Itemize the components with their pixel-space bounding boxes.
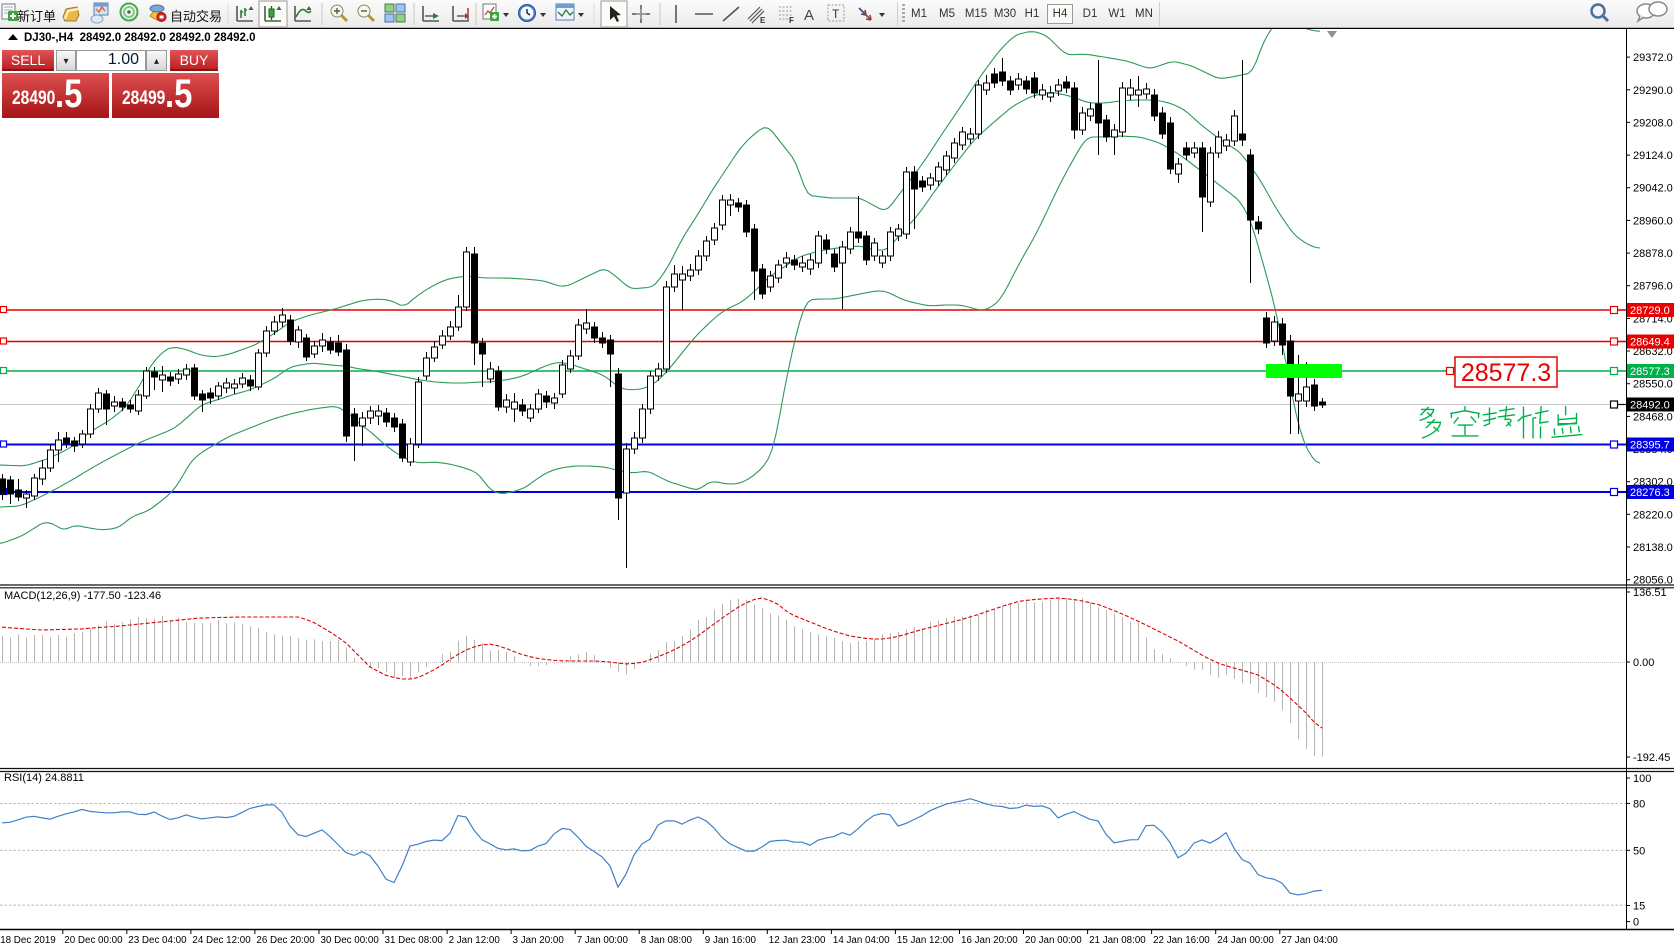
svg-text:29042.0: 29042.0 (1633, 183, 1673, 195)
svg-text:28729.0: 28729.0 (1630, 305, 1670, 317)
svg-text:28960.0: 28960.0 (1633, 215, 1673, 227)
svg-text:28577.3: 28577.3 (1461, 359, 1551, 387)
svg-text:28577.3: 28577.3 (1630, 366, 1670, 378)
svg-text:-192.45: -192.45 (1633, 752, 1670, 764)
svg-text:0.00: 0.00 (1633, 657, 1654, 669)
svg-text:7 Jan 00:00: 7 Jan 00:00 (577, 935, 629, 946)
svg-text:28056.0: 28056.0 (1633, 575, 1673, 587)
svg-text:2 Jan 12:00: 2 Jan 12:00 (449, 935, 501, 946)
svg-text:20 Jan 00:00: 20 Jan 00:00 (1025, 935, 1082, 946)
svg-text:28276.3: 28276.3 (1630, 487, 1670, 499)
svg-text:28468.0: 28468.0 (1633, 411, 1673, 423)
svg-text:DJ30-,H4 28492.0 28492.0 2849: DJ30-,H4 28492.0 28492.0 28492.0 28492.0 (24, 32, 255, 44)
svg-text:9 Jan 16:00: 9 Jan 16:00 (705, 935, 757, 946)
svg-text:29208.0: 29208.0 (1633, 117, 1673, 129)
svg-text:8 Jan 08:00: 8 Jan 08:00 (641, 935, 693, 946)
svg-text:28878.0: 28878.0 (1633, 248, 1673, 260)
svg-text:28796.0: 28796.0 (1633, 281, 1673, 293)
svg-text:23 Dec 04:00: 23 Dec 04:00 (128, 935, 187, 946)
svg-text:0: 0 (1633, 917, 1639, 929)
svg-text:12 Jan 23:00: 12 Jan 23:00 (769, 935, 826, 946)
svg-text:15 Jan 12:00: 15 Jan 12:00 (897, 935, 954, 946)
svg-text:29290.0: 29290.0 (1633, 85, 1673, 97)
svg-text:28550.0: 28550.0 (1633, 379, 1673, 391)
svg-text:28138.0: 28138.0 (1633, 542, 1673, 554)
svg-text:15: 15 (1633, 901, 1645, 913)
svg-text:50: 50 (1633, 845, 1645, 857)
svg-text:21 Jan 08:00: 21 Jan 08:00 (1089, 935, 1146, 946)
svg-text:RSI(14) 24.8811: RSI(14) 24.8811 (4, 772, 84, 784)
svg-text:24 Dec 12:00: 24 Dec 12:00 (192, 935, 251, 946)
svg-text:14 Jan 04:00: 14 Jan 04:00 (833, 935, 890, 946)
svg-text:F: F (789, 16, 794, 25)
svg-text:A: A (804, 7, 814, 24)
svg-text:E: E (760, 16, 766, 25)
svg-text:MACD(12,26,9) -177.50 -123.46: MACD(12,26,9) -177.50 -123.46 (4, 590, 161, 602)
svg-text:27 Jan 04:00: 27 Jan 04:00 (1281, 935, 1338, 946)
svg-text:28395.7: 28395.7 (1630, 440, 1670, 452)
svg-text:3 Jan 20:00: 3 Jan 20:00 (513, 935, 565, 946)
svg-text:28492.0: 28492.0 (1630, 400, 1670, 412)
svg-text:20 Dec 00:00: 20 Dec 00:00 (64, 935, 123, 946)
svg-text:30 Dec 00:00: 30 Dec 00:00 (321, 935, 380, 946)
svg-text:28632.0: 28632.0 (1633, 346, 1673, 358)
svg-text:80: 80 (1633, 798, 1645, 810)
svg-text:29372.0: 29372.0 (1633, 52, 1673, 64)
svg-text:28220.0: 28220.0 (1633, 509, 1673, 521)
svg-text:136.51: 136.51 (1633, 587, 1667, 599)
svg-text:26 Dec 20:00: 26 Dec 20:00 (256, 935, 315, 946)
svg-text:100: 100 (1633, 773, 1651, 785)
svg-text:29124.0: 29124.0 (1633, 150, 1673, 162)
svg-text:18 Dec 2019: 18 Dec 2019 (0, 935, 56, 946)
svg-text:T: T (832, 7, 840, 21)
svg-text:24 Jan 00:00: 24 Jan 00:00 (1217, 935, 1274, 946)
svg-text:28649.4: 28649.4 (1630, 337, 1670, 349)
svg-text:16 Jan 20:00: 16 Jan 20:00 (961, 935, 1018, 946)
svg-text:22 Jan 16:00: 22 Jan 16:00 (1153, 935, 1210, 946)
svg-text:31 Dec 08:00: 31 Dec 08:00 (385, 935, 444, 946)
